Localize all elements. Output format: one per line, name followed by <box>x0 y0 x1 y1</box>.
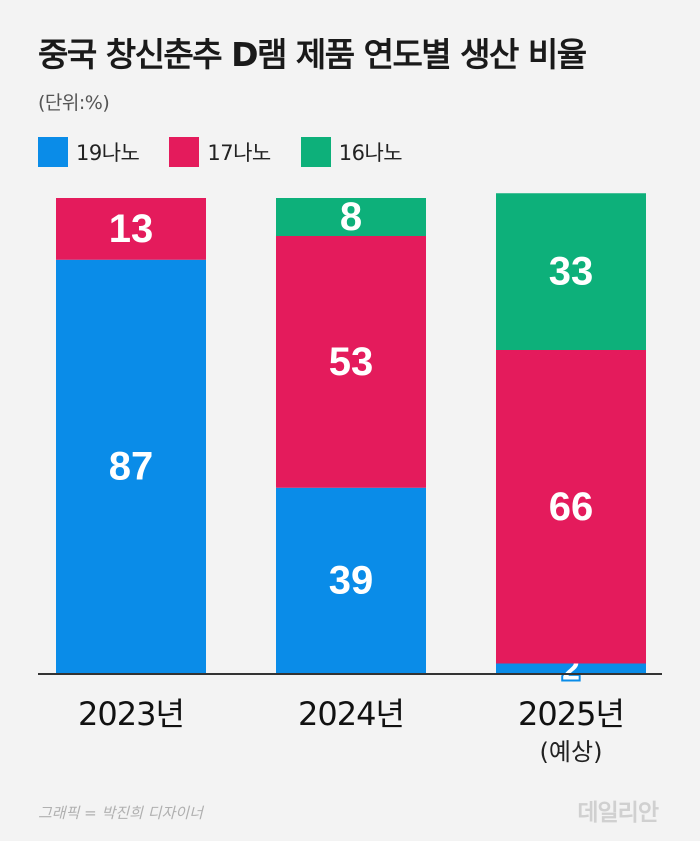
x-tick-label-3: 2025년 <box>518 695 624 733</box>
legend-item-17nm: 17나노 <box>169 137 271 167</box>
x-tick-note-3: (예상) <box>540 738 603 766</box>
unit-label: (단위:%) <box>38 92 110 114</box>
graphic-credit: 그래픽 = 박진희 디자이너 <box>38 804 203 822</box>
bar-segment-3-3 <box>496 193 646 350</box>
legend-item-16nm: 16나노 <box>300 137 403 167</box>
publisher-logo: 데일리안 <box>577 800 659 826</box>
bar-segment-1-2 <box>56 198 206 260</box>
bar-segment-2-3 <box>276 198 426 236</box>
legend-swatch-19nm <box>38 137 68 167</box>
legend-swatch-16nm <box>300 137 331 167</box>
data-label-3-2: 66 <box>549 485 594 529</box>
legend-label-17nm: 17나노 <box>207 141 271 165</box>
bar-segment-2-2 <box>276 236 426 488</box>
x-tick-label-2: 2024년 <box>298 695 404 733</box>
legend-label-19nm: 19나노 <box>76 141 140 165</box>
data-label-2-3: 8 <box>340 195 362 239</box>
x-tick-label-1: 2023년 <box>78 695 184 733</box>
chart-title: 중국 창신춘추 D램 제품 연도별 생산 비율 <box>38 35 587 74</box>
bar-segment-1-1 <box>56 259 206 673</box>
data-label-2-2: 53 <box>329 340 374 384</box>
data-label-3-3: 33 <box>549 250 594 294</box>
bar-segment-3-2 <box>496 350 646 664</box>
data-label-2-1: 39 <box>329 558 374 602</box>
legend-swatch-17nm <box>169 137 200 167</box>
legend-item-19nm: 19나노 <box>38 137 140 167</box>
legend: 19나노 17나노 16나노 <box>38 137 432 167</box>
bar-segment-2-1 <box>276 487 426 673</box>
data-label-1-2: 13 <box>109 207 154 251</box>
bar-segment-3-1 <box>496 663 646 673</box>
legend-label-16nm: 16나노 <box>338 141 403 165</box>
data-label-1-1: 87 <box>109 444 154 488</box>
